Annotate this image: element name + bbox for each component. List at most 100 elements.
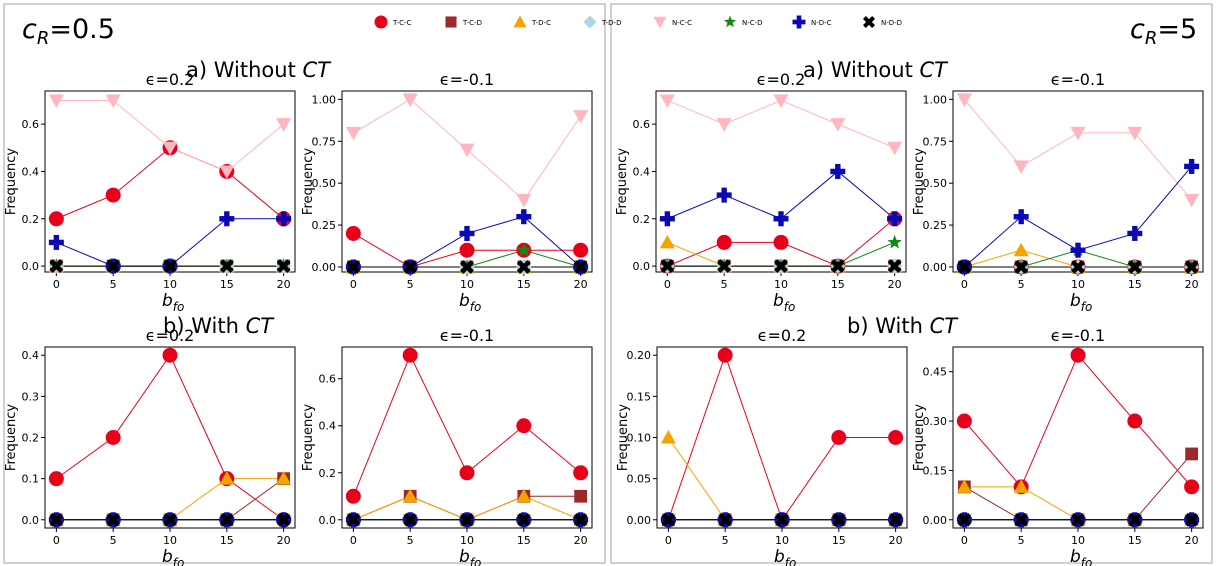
point-t-d-c [659,234,675,249]
point-n-c-c [659,94,675,108]
point-n-d-d [775,512,789,527]
x-tick-label: 10 [1071,278,1085,291]
point-n-d-d [516,260,531,274]
series-line-t-c-c [56,354,284,521]
chart-title: ϵ=0.2 [146,326,195,345]
legend-label: N-C-C [672,19,692,27]
x-tick-label: 10 [460,534,474,547]
y-tick-label: 0.05 [627,473,652,486]
y-tick-label: 0.4 [22,165,40,178]
x-axis-label: bfo [162,547,184,566]
point-n-d-c [716,187,732,203]
x-tick-label: 5 [110,534,117,547]
point-t-d-c [516,488,532,503]
point-n-d-d [660,259,675,274]
x-tick-label: 15 [220,534,234,547]
y-tick-label: 0.1 [22,473,40,486]
y-tick-label: 0.45 [923,366,948,379]
point-t-c-c [459,465,475,481]
y-tick-label: 0.2 [633,213,651,226]
x-tick-label: 10 [774,278,788,291]
legend-label: T-C-D [462,19,482,27]
y-axis-label: Frequency [4,404,19,471]
legend-marker-n-c-d [723,15,737,28]
point-t-d-c [660,430,676,444]
point-t-c-c [1070,347,1086,363]
point-n-d-d [106,512,121,527]
y-tick-label: 0.2 [22,213,40,226]
point-n-d-c [1127,225,1143,241]
point-n-d-d [163,512,177,527]
point-n-d-d [1184,512,1199,527]
x-tick-label: 0 [961,278,968,291]
point-n-d-d [1127,260,1142,274]
point-n-d-d [460,260,474,274]
y-tick-label: 0.00 [312,261,337,274]
point-n-d-d [718,512,733,527]
point-n-c-d [887,234,902,249]
legend-marker-t-d-c [513,15,527,28]
point-n-d-d [1127,512,1142,527]
series-line-n-c-c [56,99,284,173]
point-n-c-c [1013,160,1029,174]
point-n-c-c [219,165,235,179]
section-b-title-right: b) With CT [847,314,959,338]
y-axis-label: Frequency [301,404,316,471]
point-n-d-d [346,512,361,527]
y-tick-label: 0.00 [923,514,948,527]
chart-title: ϵ=-0.1 [440,326,494,345]
y-tick-label: 0.4 [633,165,651,178]
y-tick-label: 0.0 [22,260,40,273]
plot-frame [952,346,1204,529]
x-axis-label: bfo [774,547,796,566]
point-n-c-c [345,126,361,141]
chart-5: ϵ=-0.1 0 5 10 15 20 0.0 0.2 0.4 0.6 bfo Frequency [301,326,593,566]
x-tick-label: 5 [1018,534,1025,547]
x-tick-label: 10 [775,534,789,547]
y-tick-label: 0.3 [22,390,40,403]
x-tick-label: 0 [664,278,671,291]
point-n-d-d [219,259,234,274]
series-line-t-c-c [56,147,284,220]
x-tick-label: 0 [350,534,357,547]
point-n-c-c [830,118,846,132]
point-t-d-c [1013,479,1029,493]
point-n-c-c [1127,126,1143,141]
x-tick-label: 15 [832,534,846,547]
x-axis-label: bfo [1070,547,1092,566]
legend-label: T-D-D [601,19,621,27]
chart-1: ϵ=-0.1 0 5 10 15 20 0.00 0.25 0.50 0.75 1.00 bfo Fre… [301,70,593,314]
chart-4: ϵ=0.2 0 5 10 15 20 0.0 0.1 0.2 0.3 0.4 bfo Frequency [4,326,296,566]
y-tick-label: 0.75 [923,135,948,148]
point-t-c-c [162,347,178,363]
legend-label: N-D-D [881,19,902,27]
point-t-c-d [574,489,588,503]
point-n-d-d [346,260,361,274]
point-n-d-d [573,512,588,527]
point-n-d-c [773,211,789,227]
x-tick-label: 15 [831,278,845,291]
point-n-d-d [219,512,234,527]
x-tick-label: 20 [277,534,291,547]
point-n-c-c [162,141,178,156]
plot-frame [44,90,296,273]
point-n-c-c [402,93,418,107]
x-tick-label: 20 [1185,278,1199,291]
point-t-c-c [48,471,64,487]
point-t-d-c [956,479,972,493]
point-t-c-c [459,242,475,258]
legend-marker-t-d-d [583,15,597,29]
point-n-d-d [276,512,291,527]
point-t-c-c [48,211,64,227]
y-axis-label: Frequency [912,404,927,471]
x-tick-label: 15 [517,534,531,547]
chart-title: ϵ=-0.1 [1051,70,1105,89]
x-tick-label: 20 [574,534,588,547]
x-tick-label: 5 [722,534,729,547]
x-tick-label: 15 [1128,534,1142,547]
point-t-d-c [219,471,235,485]
x-axis-label: bfo [459,291,481,314]
legend-label: T-D-C [531,19,551,27]
y-tick-label: 0.25 [312,219,337,232]
point-n-c-c [1184,193,1200,208]
